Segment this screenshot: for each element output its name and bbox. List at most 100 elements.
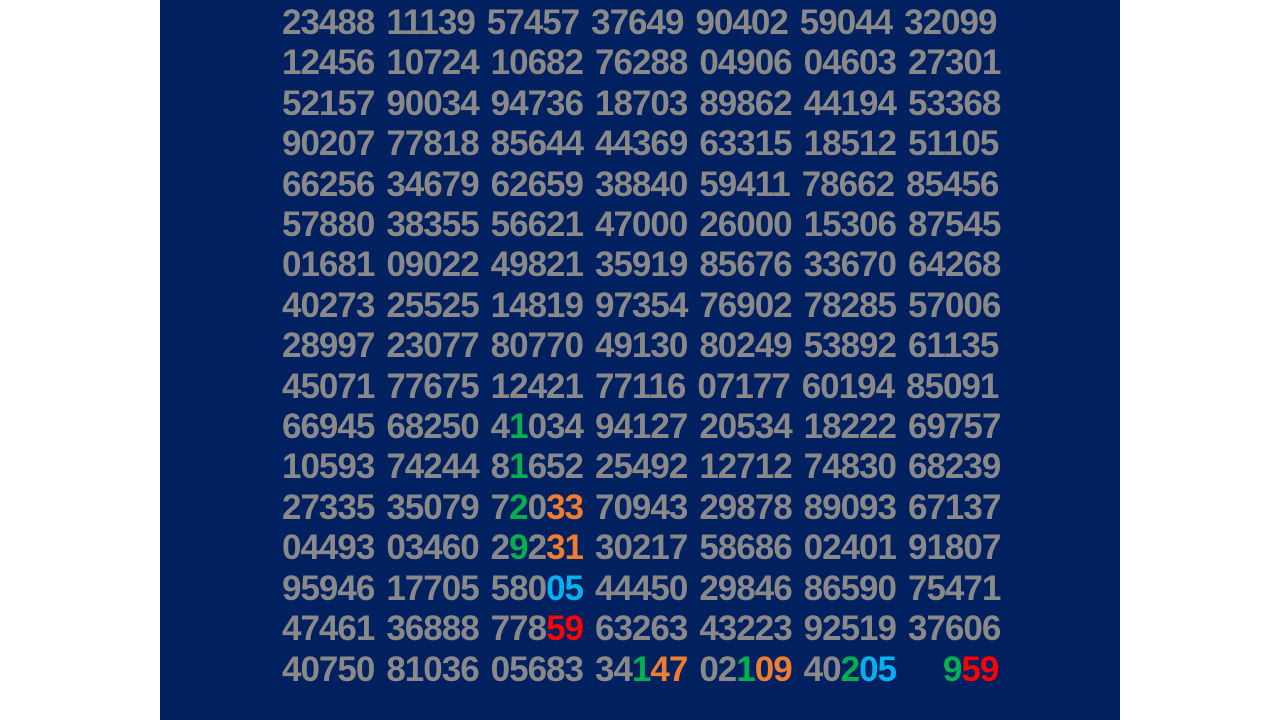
digits: 0 xyxy=(527,487,547,527)
digits: 62659 xyxy=(490,164,584,204)
digits: 04906 xyxy=(699,43,792,83)
digits: 35919 xyxy=(594,245,688,285)
digits: 77818 xyxy=(386,124,479,164)
number-group: 38355 xyxy=(386,205,479,245)
number-group: 91807 xyxy=(908,528,1001,568)
digits: 86590 xyxy=(803,568,897,608)
number-group: 47000 xyxy=(594,205,688,245)
highlighted-digits-green: 1 xyxy=(736,649,755,689)
highlighted-digits-green: 9 xyxy=(942,649,962,689)
number-group: 53892 xyxy=(803,326,897,366)
number-group: 68239 xyxy=(908,447,1001,487)
digits: 58686 xyxy=(699,528,792,568)
digits: 04493 xyxy=(282,528,375,568)
highlighted-digits-orange: 09 xyxy=(754,649,793,689)
number-group: 74830 xyxy=(804,447,897,487)
number-group: 86590 xyxy=(803,568,897,609)
number-group: 57880 xyxy=(282,205,375,245)
number-group: 63315 xyxy=(699,124,792,164)
digits: 25492 xyxy=(595,447,688,487)
number-group: 04603 xyxy=(804,43,897,83)
digits: 47000 xyxy=(594,205,688,245)
digits: 034 xyxy=(527,407,584,447)
number-group: 14819 xyxy=(491,286,584,326)
digits: 10593 xyxy=(282,447,375,487)
number-group: 20534 xyxy=(699,407,792,447)
number-group: 04906 xyxy=(699,43,792,83)
digits: 34 xyxy=(594,649,633,689)
number-group: 49130 xyxy=(595,326,688,366)
number-group: 63263 xyxy=(595,609,688,649)
digits: 90207 xyxy=(282,124,375,164)
digits: 23077 xyxy=(386,326,479,366)
number-group: 29878 xyxy=(699,488,792,528)
number-group: 92519 xyxy=(804,609,897,649)
number-group: 28997 xyxy=(282,326,375,366)
digits: 07177 xyxy=(697,366,790,406)
number-row: 10593 74244 81652 25492 12712 74830 68239 xyxy=(282,447,1001,487)
digits: 10682 xyxy=(490,43,584,83)
digits: 17705 xyxy=(386,568,479,608)
number-group: 41034 xyxy=(491,407,584,447)
number-group: 81036 xyxy=(386,650,479,690)
number-group: 85644 xyxy=(491,124,584,164)
digits: 44194 xyxy=(803,83,897,123)
number-group: 35079 xyxy=(386,487,479,528)
number-group: 25525 xyxy=(386,285,479,326)
digits: 40273 xyxy=(282,285,375,325)
digits: 778 xyxy=(490,609,547,649)
number-group: 78285 xyxy=(804,286,897,326)
number-group: 64268 xyxy=(908,245,1001,285)
digits: 20534 xyxy=(699,407,792,447)
digits: 63315 xyxy=(699,124,792,164)
digits: 37606 xyxy=(907,609,1001,649)
number-row: 40750 81036 05683 34147 02109 40205 959 xyxy=(282,650,1000,690)
digits: 12712 xyxy=(699,447,792,487)
highlighted-digits-red: 59 xyxy=(546,609,584,649)
number-group: 47461 xyxy=(282,609,375,649)
number-group: 29231 xyxy=(491,528,584,568)
digits: 76288 xyxy=(594,43,688,83)
highlighted-digits-green: 1 xyxy=(509,447,528,487)
number-group: 27301 xyxy=(908,43,1001,83)
number-group: 33670 xyxy=(804,245,897,285)
number-group: 959 xyxy=(908,649,999,690)
digits: 49821 xyxy=(490,245,584,285)
number-group: 10682 xyxy=(490,43,584,83)
number-group: 40205 xyxy=(804,650,897,690)
number-group: 77116 xyxy=(595,367,686,407)
number-group: 66256 xyxy=(282,164,375,205)
digits: 95946 xyxy=(282,568,375,608)
digits: 78662 xyxy=(801,164,895,204)
number-row: 95946 17705 58005 44450 29846 86590 75471 xyxy=(282,568,1001,609)
number-group: 02109 xyxy=(699,649,793,690)
number-group: 09022 xyxy=(386,245,479,285)
number-group: 18512 xyxy=(804,124,897,164)
number-group: 15306 xyxy=(803,205,897,245)
digits: 580 xyxy=(490,568,547,608)
digits: 59411 xyxy=(699,164,790,204)
digits: 69757 xyxy=(907,407,1001,447)
number-group: 85091 xyxy=(906,367,999,407)
digits: 29846 xyxy=(699,568,792,608)
digits: 94736 xyxy=(490,83,584,123)
digits: 74244 xyxy=(386,447,479,487)
digits: 15306 xyxy=(803,205,897,245)
number-group: 35919 xyxy=(594,245,688,285)
slide-background: 23488 11139 57457 37649 90402 59044 32099 12456… xyxy=(160,0,1120,720)
number-group: 57457 xyxy=(487,3,580,43)
digits: 66256 xyxy=(282,164,375,204)
digits: 53892 xyxy=(803,326,897,366)
highlighted-digits-green: 1 xyxy=(509,407,528,447)
digits: 25525 xyxy=(386,285,479,325)
highlighted-digits-green: 2 xyxy=(509,487,528,527)
number-row: 01681 09022 49821 35919 85676 33670 64268 xyxy=(282,245,1001,285)
digits: 66945 xyxy=(282,407,375,447)
number-group: 27335 xyxy=(282,488,375,528)
number-group: 45071 xyxy=(282,367,375,407)
number-group: 44450 xyxy=(595,569,688,609)
number-group: 12421 xyxy=(491,367,584,407)
highlighted-digits-orange: 47 xyxy=(650,649,688,689)
digits: 35079 xyxy=(386,487,479,527)
